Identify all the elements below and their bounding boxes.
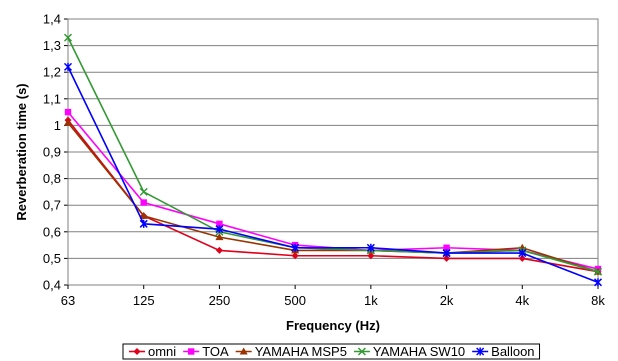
y-tick-label: 1,1: [43, 91, 61, 106]
y-tick-label: 1,3: [43, 38, 61, 53]
series-line: [67, 119, 599, 273]
y-tick-label: 0,8: [43, 171, 61, 186]
y-tick-label: 0,9: [43, 145, 61, 160]
legend-item: YAMAHA SW10: [353, 344, 465, 359]
data-point: [367, 252, 375, 260]
x-tick-label: 125: [133, 293, 155, 308]
legend-item: omni: [129, 344, 176, 359]
legend-marker: [187, 348, 195, 355]
legend-marker: [239, 347, 248, 355]
series-line: [67, 111, 599, 270]
data-point: [215, 246, 223, 254]
legend-item: Balloon: [472, 344, 535, 359]
data-point: [216, 220, 223, 228]
data-point: [139, 219, 148, 228]
data-point: [215, 233, 224, 241]
legend-label: TOA: [202, 344, 229, 359]
x-tick-label: 8k: [591, 293, 605, 308]
x-tick-label: 2k: [440, 293, 454, 308]
grid-lines: [64, 18, 598, 286]
data-point: [443, 244, 450, 251]
data-point: [593, 278, 603, 287]
y-tick-label: 0,7: [43, 198, 61, 213]
legend: omni TOA YAMAHA MSP5 YAMAHA SW10 Balloon: [122, 343, 541, 360]
series-line: [67, 37, 599, 273]
data-point: [139, 211, 148, 219]
legend-marker: [476, 347, 485, 356]
x-axis-title: Frequency (Hz): [286, 318, 380, 333]
data-point: [63, 62, 73, 71]
legend-item: TOA: [183, 344, 229, 359]
y-tick-label: 0,5: [43, 251, 61, 266]
y-tick-label: 1: [54, 118, 61, 133]
x-tick-label: 250: [209, 293, 231, 308]
legend-label: omni: [148, 344, 176, 359]
y-tick-label: 0,6: [43, 224, 61, 239]
data-point: [442, 249, 451, 258]
x-tick-label: 4k: [515, 293, 529, 308]
data-point: [291, 243, 300, 252]
legend-box: [122, 343, 541, 360]
plot-area-frame: [67, 18, 599, 286]
data-point: [63, 33, 73, 42]
legend-marker: [357, 347, 366, 356]
y-tick-labels: 0,4 0,5 0,6 0,7 0,8 0,9 1 1,1 1,2 1,3 1,4: [43, 12, 61, 293]
y-tick-label: 1,2: [43, 65, 61, 80]
series-line: [67, 122, 599, 273]
legend-marker: [133, 348, 141, 355]
x-tick-label: 1k: [364, 293, 378, 308]
data-point: [64, 108, 72, 116]
legend-item: YAMAHA MSP5: [235, 344, 347, 359]
data-point: [443, 254, 451, 262]
series-3: [63, 33, 603, 276]
y-axis-title: Reverberation time (s): [14, 83, 29, 220]
series-4: [63, 62, 603, 287]
data-point: [366, 243, 375, 252]
y-tick-label: 0,4: [43, 278, 61, 293]
data-point: [593, 267, 603, 276]
data-point: [64, 118, 72, 126]
series-line: [67, 66, 599, 284]
x-tick-label: 500: [284, 293, 306, 308]
data-point: [215, 225, 224, 234]
series-lines: [63, 33, 603, 287]
legend-label: YAMAHA MSP5: [255, 344, 347, 359]
y-tick-label: 1,4: [43, 12, 61, 27]
data-point: [518, 254, 526, 262]
data-point: [139, 187, 148, 196]
legend-label: Balloon: [491, 344, 534, 359]
data-point: [140, 199, 147, 206]
x-tick-label: 63: [61, 293, 75, 308]
x-tick-labels: 63 125 250 500 1k 2k 4k 8k: [61, 285, 605, 308]
data-point: [518, 249, 527, 258]
legend-label: YAMAHA SW10: [373, 344, 465, 359]
data-point: [291, 252, 299, 260]
